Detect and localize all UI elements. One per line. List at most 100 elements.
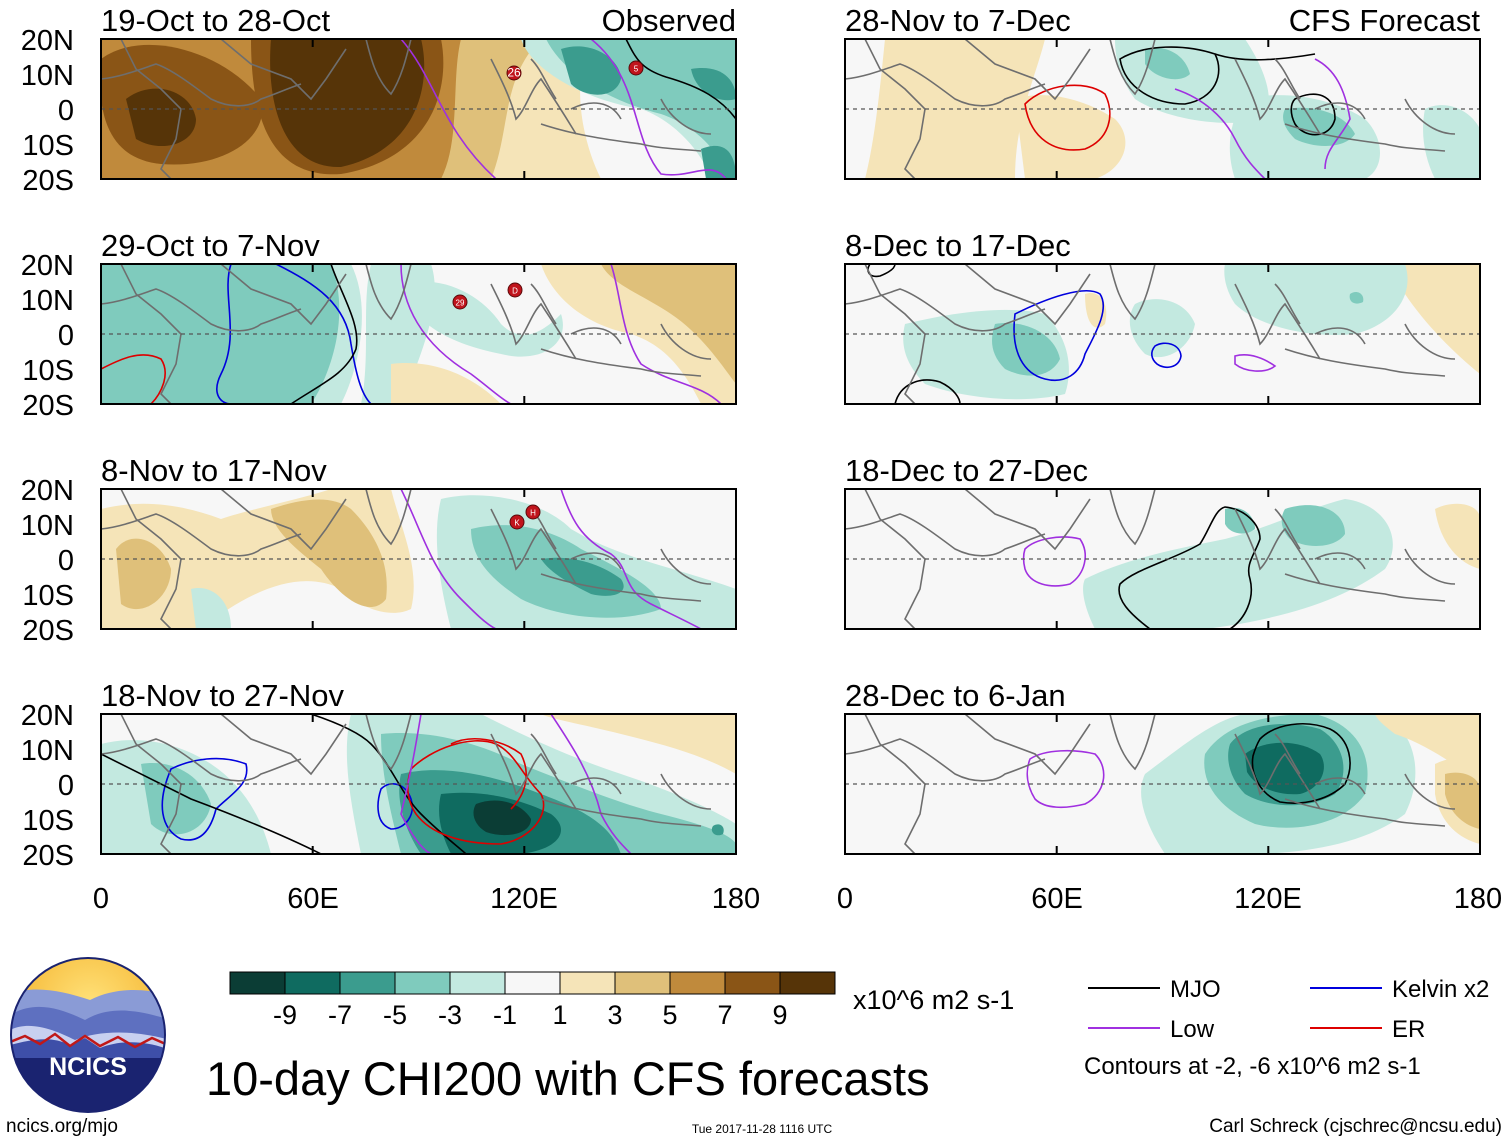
panel-title: 18-Dec to 27-Dec — [845, 453, 1088, 488]
lon-axis-right: 0 60E 120E 180 — [837, 883, 1502, 915]
lat-axis-row-1: 20N 10N 0 10S 20S — [21, 25, 74, 197]
lat-label: 20N — [21, 250, 74, 282]
storm-marker: D — [507, 282, 523, 298]
panel-forecast-1: 28-Nov to 7-Dec CFS Forecast — [844, 3, 1481, 180]
colorbar-swatch — [449, 971, 506, 995]
colorbar-tick-label: 5 — [662, 1000, 677, 1030]
colorbar-swatch — [669, 971, 726, 995]
contour-note: Contours at -2, -6 x10^6 m2 s-1 — [1084, 1053, 1421, 1080]
storm-marker: H — [525, 504, 541, 520]
chi200-field — [845, 264, 1480, 404]
colorbar-tick-label: -1 — [493, 1000, 517, 1030]
svg-text:26: 26 — [507, 66, 521, 80]
lon-tick-marks — [1055, 489, 1270, 629]
lat-label: 20S — [22, 615, 74, 647]
colorbar-swatch — [229, 971, 286, 995]
colorbar-swatch — [339, 971, 396, 995]
panel-observed-1: 26 5 19-Oct to 28-Oct Observed — [100, 3, 737, 180]
lon-axis-left: 0 60E 120E 180 — [93, 883, 760, 915]
panel-frame — [844, 488, 1481, 630]
legend-er-label: ER — [1392, 1016, 1425, 1043]
footer-credit: Carl Schreck (cjschrec@ncsu.edu) — [1209, 1116, 1502, 1137]
observed-label: Observed — [602, 3, 736, 38]
lat-label: 10N — [21, 735, 74, 767]
colorbar-swatch — [724, 971, 781, 995]
lat-label: 20N — [21, 25, 74, 57]
lat-label: 20N — [21, 475, 74, 507]
panel-forecast-2: 8-Dec to 17-Dec — [844, 228, 1481, 405]
panel-title: 29-Oct to 7-Nov — [101, 228, 320, 263]
lat-label: 10S — [22, 130, 74, 162]
panel-frame — [100, 713, 737, 855]
legend-mjo-label: MJO — [1170, 976, 1221, 1003]
lat-axis-row-2: 20N 10N 0 10S 20S — [21, 250, 74, 422]
lat-label: 0 — [58, 770, 74, 802]
panel-title: 18-Nov to 27-Nov — [101, 678, 344, 713]
cfs-forecast-label: CFS Forecast — [1289, 3, 1481, 38]
colorbar-units: x10^6 m2 s-1 — [853, 985, 1014, 1015]
lat-label: 10N — [21, 60, 74, 92]
panel-forecast-3: 18-Dec to 27-Dec — [844, 453, 1481, 630]
panel-observed-2: 29 D 29-Oct to 7-Nov — [100, 228, 737, 405]
panel-frame — [844, 263, 1481, 405]
panel-title: 19-Oct to 28-Oct — [101, 3, 331, 38]
lat-label: 0 — [58, 95, 74, 127]
panel-frame — [844, 38, 1481, 180]
panel-forecast-4: 28-Dec to 6-Jan — [844, 678, 1481, 855]
panel-frame — [100, 38, 737, 180]
panel-frame — [100, 263, 737, 405]
lon-tick-marks — [311, 714, 526, 854]
lat-label: 20N — [21, 700, 74, 732]
lon-tick-marks — [1055, 264, 1270, 404]
lon-label: 180 — [1454, 883, 1502, 915]
legend-kelvin-label: Kelvin x2 — [1392, 976, 1489, 1003]
colorbar-swatch — [614, 971, 671, 995]
colorbar-tick-label: 7 — [717, 1000, 732, 1030]
lat-label: 10S — [22, 355, 74, 387]
panel-observed-4: 18-Nov to 27-Nov — [100, 678, 737, 855]
colorbar-tick-label: -9 — [273, 1000, 297, 1030]
footer-timestamp: Tue 2017-11-28 1116 UTC — [692, 1122, 833, 1136]
lon-label: 120E — [1234, 883, 1302, 915]
panel-title: 8-Nov to 17-Nov — [101, 453, 327, 488]
panel-title: 8-Dec to 17-Dec — [845, 228, 1071, 263]
lat-label: 20S — [22, 165, 74, 197]
lat-axis-row-4: 20N 10N 0 10S 20S — [21, 700, 74, 872]
lon-label: 120E — [490, 883, 558, 915]
lon-label: 60E — [1031, 883, 1083, 915]
footer-url: ncics.org/mjo — [6, 1116, 118, 1137]
ncics-logo: NCICS — [10, 957, 166, 1113]
lat-label: 0 — [58, 545, 74, 577]
lon-tick-marks — [311, 489, 526, 629]
svg-text:H: H — [530, 509, 536, 518]
colorbar-swatch — [559, 971, 616, 995]
colorbar-tick-label: -7 — [328, 1000, 352, 1030]
main-title: 10-day CHI200 with CFS forecasts — [206, 1052, 930, 1105]
panel-frame — [844, 713, 1481, 855]
storm-marker: 26 — [506, 65, 522, 81]
storm-marker: 29 — [452, 294, 468, 310]
panel-title: 28-Dec to 6-Jan — [845, 678, 1066, 713]
lon-label: 60E — [287, 883, 339, 915]
lat-label: 10S — [22, 580, 74, 612]
lat-label: 10S — [22, 805, 74, 837]
lon-tick-marks — [1055, 714, 1270, 854]
contour-legend: MJO Kelvin x2 Low ER Contours at -2, -6 … — [1084, 976, 1489, 1080]
svg-text:D: D — [512, 287, 518, 296]
lat-label: 0 — [58, 320, 74, 352]
lon-tick-marks — [311, 39, 526, 179]
chi200-field — [101, 39, 736, 179]
lat-label: 10N — [21, 510, 74, 542]
lat-label: 20S — [22, 840, 74, 872]
colorbar-tick-label: 9 — [772, 1000, 787, 1030]
lat-axis-row-3: 20N 10N 0 10S 20S — [21, 475, 74, 647]
svg-text:29: 29 — [456, 299, 465, 308]
logo-text: NCICS — [49, 1053, 127, 1081]
colorbar-swatch — [779, 971, 836, 995]
legend-low-label: Low — [1170, 1016, 1215, 1043]
panel-frame — [100, 488, 737, 630]
lon-label: 0 — [93, 883, 109, 915]
storm-marker: K — [509, 514, 525, 530]
colorbar-tick-label: -5 — [383, 1000, 407, 1030]
